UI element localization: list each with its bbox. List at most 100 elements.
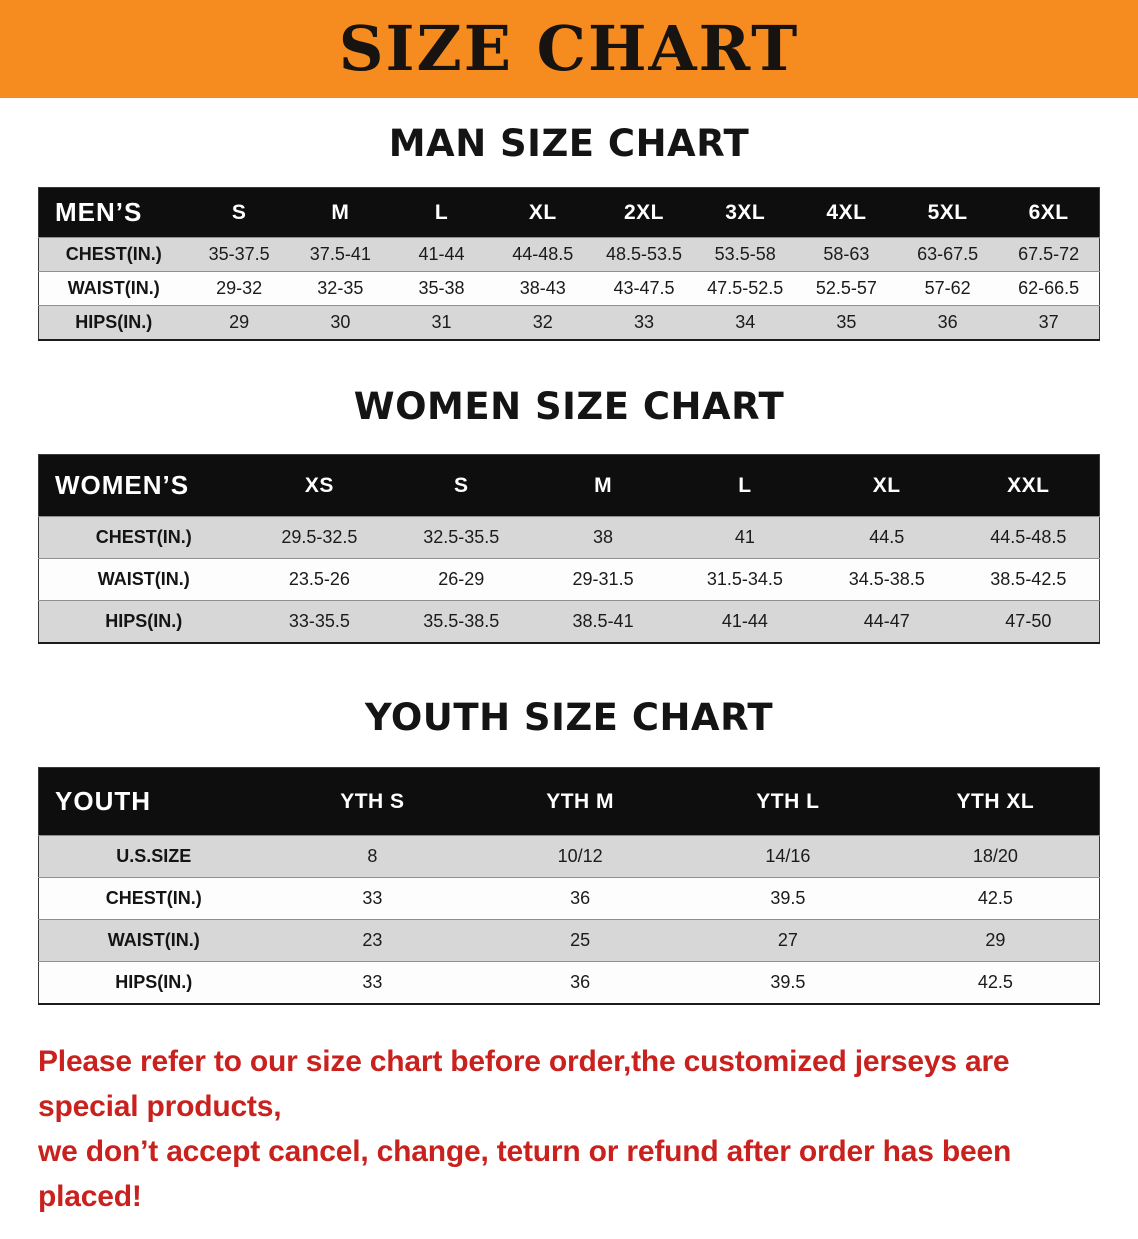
size-value: 27 xyxy=(777,930,798,950)
size-value: 43-47.5 xyxy=(613,278,675,298)
size-value: 36 xyxy=(570,888,591,908)
footer-notice: Please refer to our size chart before or… xyxy=(0,1039,1138,1239)
size-value: 36 xyxy=(937,312,958,332)
size-value: 38 xyxy=(593,527,614,547)
size-value: 32 xyxy=(532,312,553,332)
size-value: 63-67.5 xyxy=(917,244,979,264)
size-value: 44.5-48.5 xyxy=(990,527,1067,547)
size-value: 35 xyxy=(836,312,857,332)
size-value: 44-48.5 xyxy=(512,244,574,264)
notice-line-2: we don’t accept cancel, change, teturn o… xyxy=(38,1135,1012,1213)
size-column-header: L xyxy=(673,454,816,517)
banner: SIZE CHART xyxy=(0,0,1138,98)
size-column-header: L xyxy=(390,187,493,238)
size-value: 53.5-58 xyxy=(714,244,776,264)
row-label: U.S.SIZE xyxy=(116,846,192,866)
size-column-header: XXL xyxy=(957,454,1100,517)
size-value: 37.5-41 xyxy=(309,244,371,264)
size-value: 41-44 xyxy=(418,244,465,264)
size-value: 67.5-72 xyxy=(1018,244,1080,264)
size-value: 42.5 xyxy=(977,888,1013,908)
size-column-header: S xyxy=(390,454,533,517)
notice-line-1: Please refer to our size chart before or… xyxy=(38,1045,1010,1123)
size-value: 39.5 xyxy=(770,972,806,992)
size-column-header: 6XL xyxy=(998,187,1100,238)
women-size-section-title: WOMEN SIZE CHART xyxy=(353,385,785,428)
table-header-row: WOMEN’S XS S M L XL XXL xyxy=(38,454,1100,517)
row-label: HIPS(IN.) xyxy=(115,972,193,992)
size-value: 38.5-41 xyxy=(572,611,634,631)
size-value: 44.5 xyxy=(869,527,905,547)
size-value: 29 xyxy=(985,930,1006,950)
row-label: HIPS(IN.) xyxy=(105,611,183,631)
row-label: CHEST(IN.) xyxy=(105,888,202,908)
table-row: U.S.SIZE 8 10/12 14/16 18/20 xyxy=(38,835,1100,878)
table-row: CHEST(IN.) 33 36 39.5 42.5 xyxy=(38,877,1100,920)
size-value: 33 xyxy=(362,972,383,992)
table-corner-label: MEN’S xyxy=(38,187,189,238)
women-size-section: WOMEN SIZE CHART WOMEN’S XS S M L XL XXL CHEST(… xyxy=(0,385,1138,644)
size-column-header: YTH S xyxy=(268,767,477,836)
size-value: 33 xyxy=(633,312,654,332)
size-value: 26-29 xyxy=(438,569,485,589)
size-column-header: YTH M xyxy=(476,767,684,836)
youth-size-table-wrap: YOUTH YTH S YTH M YTH L YTH XL U.S.SIZE 8 10/12… xyxy=(0,767,1138,1005)
size-value: 10/12 xyxy=(557,846,603,866)
table-row: WAIST(IN.) 23.5-26 26-29 29-31.5 31.5-34.5 34… xyxy=(38,558,1100,601)
size-value: 31 xyxy=(431,312,452,332)
size-column-header: 5XL xyxy=(897,187,999,238)
size-value: 30 xyxy=(330,312,351,332)
size-value: 38-43 xyxy=(519,278,566,298)
size-column-header: M xyxy=(532,454,674,517)
size-column-header: 4XL xyxy=(795,187,898,238)
size-value: 14/16 xyxy=(765,846,811,866)
size-value: 35-38 xyxy=(418,278,465,298)
size-value: 47.5-52.5 xyxy=(707,278,784,298)
size-value: 58-63 xyxy=(823,244,870,264)
size-value: 29-31.5 xyxy=(572,569,634,589)
man-size-table-wrap: MEN’S S M L XL 2XL 3XL 4XL 5XL 6XL CHEST(IN.) 35-37… xyxy=(0,187,1138,341)
size-value: 32.5-35.5 xyxy=(423,527,500,547)
size-column-header: XS xyxy=(248,454,391,517)
size-column-header: M xyxy=(289,187,391,238)
size-value: 48.5-53.5 xyxy=(605,244,683,264)
youth-size-section-title: YOUTH SIZE CHART xyxy=(364,696,774,739)
table-row: HIPS(IN.) 29 30 31 32 33 34 35 36 37 xyxy=(38,305,1100,340)
table-corner-label: YOUTH xyxy=(38,767,269,836)
size-column-header: YTH L xyxy=(684,767,892,836)
size-column-header: YTH XL xyxy=(891,767,1100,836)
size-value: 37 xyxy=(1038,312,1059,332)
size-value: 35-37.5 xyxy=(208,244,270,264)
row-label: WAIST(IN.) xyxy=(97,569,190,589)
size-value: 36 xyxy=(570,972,591,992)
size-value: 34.5-38.5 xyxy=(848,569,925,589)
size-column-header: 2XL xyxy=(593,187,695,238)
size-value: 34 xyxy=(735,312,756,332)
page-title: SIZE CHART xyxy=(338,12,800,85)
man-size-table: MEN’S S M L XL 2XL 3XL 4XL 5XL 6XL CHEST(IN.) 35-37… xyxy=(38,187,1100,341)
size-value: 29.5-32.5 xyxy=(281,527,358,547)
table-header-row: YOUTH YTH S YTH M YTH L YTH XL xyxy=(38,767,1100,836)
size-value: 41-44 xyxy=(721,611,768,631)
size-value: 38.5-42.5 xyxy=(990,569,1067,589)
table-row: HIPS(IN.) 33-35.5 35.5-38.5 38.5-41 41-44 44-… xyxy=(38,600,1100,643)
size-column-header: S xyxy=(188,187,290,238)
youth-size-section: YOUTH SIZE CHART YOUTH YTH S YTH M YTH L YTH… xyxy=(0,696,1138,1005)
women-size-table: WOMEN’S XS S M L XL XXL CHEST(IN.) 29.5-32.5 32.5… xyxy=(38,454,1100,644)
row-label: CHEST(IN.) xyxy=(95,527,192,547)
table-header-row: MEN’S S M L XL 2XL 3XL 4XL 5XL 6XL xyxy=(38,187,1100,238)
size-value: 44-47 xyxy=(863,611,910,631)
size-value: 33 xyxy=(362,888,383,908)
table-row: CHEST(IN.) 29.5-32.5 32.5-35.5 38 41 44.5 44.5… xyxy=(38,516,1100,559)
size-value: 62-66.5 xyxy=(1018,278,1080,298)
table-corner-label: WOMEN’S xyxy=(38,454,249,517)
women-size-table-wrap: WOMEN’S XS S M L XL XXL CHEST(IN.) 29.5-32.5 32.5… xyxy=(0,454,1138,644)
size-column-header: XL xyxy=(492,187,594,238)
size-value: 41 xyxy=(734,527,755,547)
size-value: 32-35 xyxy=(317,278,364,298)
row-label: WAIST(IN.) xyxy=(67,278,160,298)
man-size-section-title: MAN SIZE CHART xyxy=(388,122,750,165)
man-size-section: MAN SIZE CHART MEN’S S M L XL 2XL 3XL 4XL 5XL 6XL… xyxy=(0,122,1138,341)
table-row: HIPS(IN.) 33 36 39.5 42.5 xyxy=(38,961,1100,1004)
